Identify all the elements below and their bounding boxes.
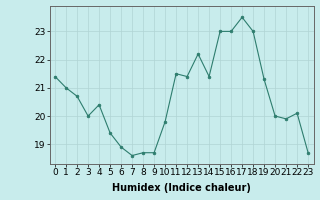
X-axis label: Humidex (Indice chaleur): Humidex (Indice chaleur) [112, 183, 251, 193]
